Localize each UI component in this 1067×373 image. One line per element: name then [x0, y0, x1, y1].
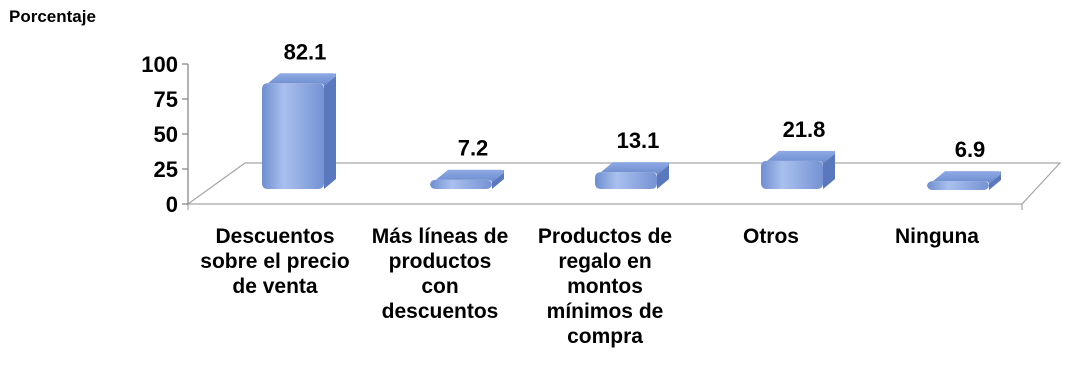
- bar-front: [927, 181, 989, 190]
- x-tick-label: Descuentos sobre el precio de venta: [200, 225, 350, 298]
- x-tick-label: Ninguna: [895, 225, 979, 248]
- bar-front: [430, 179, 492, 189]
- bar: [595, 162, 669, 189]
- bar: [262, 73, 336, 189]
- chart-floor: [186, 162, 1062, 205]
- y-axis-label: Porcentaje: [9, 7, 96, 26]
- bar-front: [761, 160, 823, 189]
- value-label: 82.1: [284, 39, 327, 64]
- bar: [761, 150, 835, 189]
- y-tick-label: 100: [141, 52, 178, 77]
- y-tick-label: 0: [166, 192, 178, 217]
- y-tick-label: 50: [154, 122, 178, 147]
- bar: [430, 169, 504, 189]
- chart-axes: 0 25 50 75 100: [141, 52, 1062, 217]
- bar-front: [262, 83, 324, 189]
- bar: [927, 171, 1001, 190]
- x-tick-label: Más líneas de productos con descuentos: [371, 225, 509, 323]
- bar-top: [268, 73, 336, 87]
- bar-top: [933, 171, 1001, 185]
- x-tick-label: Otros: [742, 225, 799, 248]
- value-label: 21.8: [783, 117, 826, 142]
- bar-side: [657, 162, 669, 189]
- bar-top: [767, 150, 835, 164]
- value-labels: 82.1 7.2 13.1 21.8 6.9: [284, 39, 986, 162]
- y-tick-label: 25: [154, 157, 178, 182]
- bar-top: [436, 169, 504, 183]
- bars-group: [262, 73, 1001, 190]
- value-label: 6.9: [955, 137, 986, 162]
- value-label: 13.1: [617, 128, 660, 153]
- value-label: 7.2: [458, 136, 489, 161]
- bar-side: [324, 73, 336, 189]
- bar-front: [595, 172, 657, 189]
- y-tick-label: 75: [154, 87, 178, 112]
- bar-top: [601, 162, 669, 176]
- x-tick-label: Productos de regalo en montos mínimos de…: [537, 225, 673, 348]
